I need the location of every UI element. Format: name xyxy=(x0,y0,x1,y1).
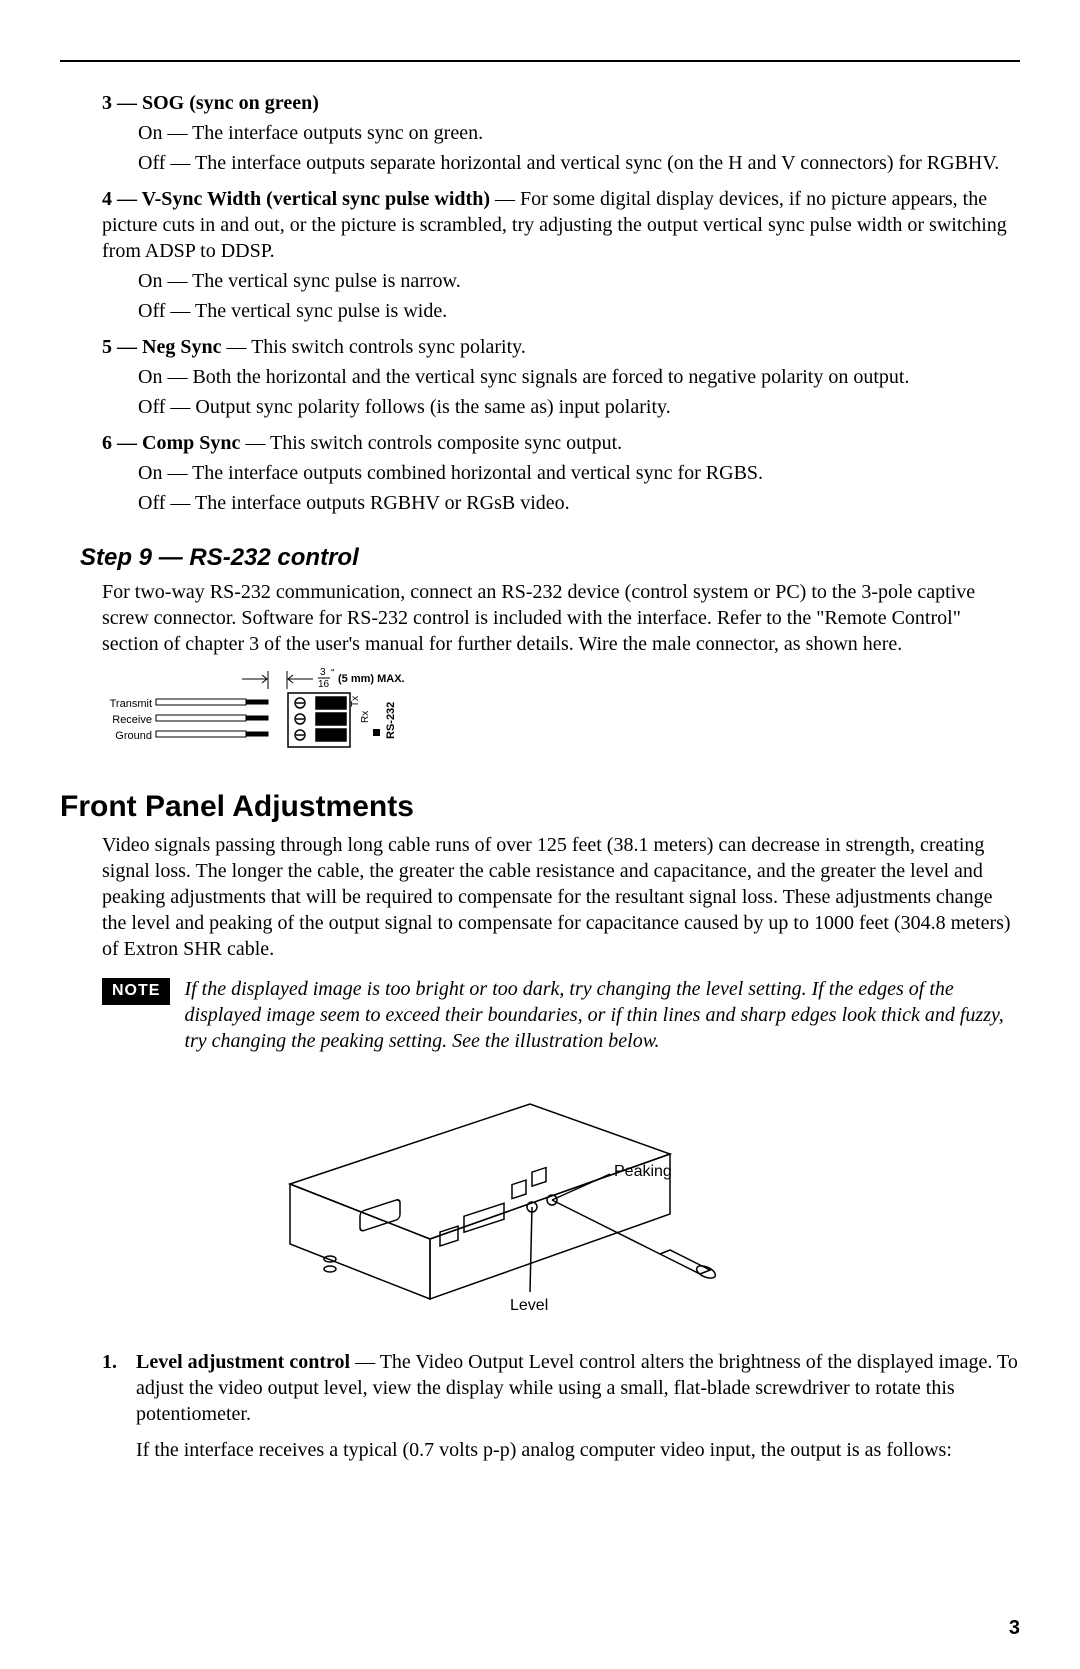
sw5-lead-bold: 5 — Neg Sync xyxy=(102,336,221,358)
sw6-lead-rest: — This switch controls composite sync ou… xyxy=(240,432,622,454)
sw5-lead-rest: — This switch controls sync polarity. xyxy=(221,336,525,358)
sw4-lead-bold: 4 — V-Sync Width (vertical sync pulse wi… xyxy=(102,188,490,210)
front-panel-heading: Front Panel Adjustments xyxy=(60,787,1020,826)
dim-label: (5 mm) MAX. xyxy=(338,673,405,685)
sw6-on: On — The interface outputs combined hori… xyxy=(138,460,1020,486)
note-text: If the displayed image is too bright or … xyxy=(184,976,1020,1054)
svg-text:": " xyxy=(331,668,335,679)
dim-frac-top: 3 xyxy=(320,667,326,678)
sw5-lead: 5 — Neg Sync — This switch controls sync… xyxy=(102,334,1020,360)
step9-heading: Step 9 — RS-232 control xyxy=(80,542,1020,573)
side-rs232: RS-232 xyxy=(385,702,397,739)
pin-rx: Rx xyxy=(360,711,371,723)
sw4-on: On — The vertical sync pulse is narrow. xyxy=(138,268,1020,294)
note-badge: NOTE xyxy=(102,978,170,1005)
note-block: NOTE If the displayed image is too brigh… xyxy=(102,976,1020,1054)
level-item-lead-bold: Level adjustment control xyxy=(136,1351,350,1373)
wire-transmit: Transmit xyxy=(110,698,152,710)
sw3-on: On — The interface outputs sync on green… xyxy=(138,120,1020,146)
level-item-p2: If the interface receives a typical (0.7… xyxy=(136,1437,1020,1463)
sw6-lead: 6 — Comp Sync — This switch controls com… xyxy=(102,430,1020,456)
front-panel-body: Video signals passing through long cable… xyxy=(102,832,1020,962)
sw6-off: Off — The interface outputs RGBHV or RGs… xyxy=(138,490,1020,516)
step9-body: For two-way RS-232 communication, connec… xyxy=(102,579,1020,657)
level-item: 1. Level adjustment control — The Video … xyxy=(102,1349,1020,1463)
sw3-heading: 3 — SOG (sync on green) xyxy=(102,90,1020,116)
rs232-connector-figure: 3 16 " (5 mm) MAX. Transmit Receive Grou… xyxy=(102,667,1020,767)
level-item-num: 1. xyxy=(102,1349,136,1463)
dim-frac-bot: 16 xyxy=(318,679,330,690)
sw3-off: Off — The interface outputs separate hor… xyxy=(138,150,1020,176)
device-figure: Peaking Level xyxy=(230,1064,1020,1331)
wire-ground: Ground xyxy=(115,730,152,742)
sw6-lead-bold: 6 — Comp Sync xyxy=(102,432,240,454)
page-number: 3 xyxy=(1009,1615,1020,1641)
sw4-lead: 4 — V-Sync Width (vertical sync pulse wi… xyxy=(102,186,1020,264)
pin-tx: Tx xyxy=(350,696,361,707)
wire-receive: Receive xyxy=(112,714,152,726)
label-peaking: Peaking xyxy=(614,1163,672,1180)
horizontal-rule xyxy=(60,60,1020,62)
sw4-off: Off — The vertical sync pulse is wide. xyxy=(138,298,1020,324)
label-level: Level xyxy=(510,1297,548,1314)
sw5-off: Off — Output sync polarity follows (is t… xyxy=(138,394,1020,420)
sw5-on: On — Both the horizontal and the vertica… xyxy=(138,364,1020,390)
